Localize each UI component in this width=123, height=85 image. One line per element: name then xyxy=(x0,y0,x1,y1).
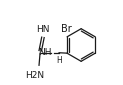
Text: HN: HN xyxy=(36,24,50,33)
Text: H2N: H2N xyxy=(25,71,44,80)
Text: Br: Br xyxy=(61,24,72,34)
Text: NH: NH xyxy=(38,48,52,57)
Text: H: H xyxy=(56,56,62,65)
